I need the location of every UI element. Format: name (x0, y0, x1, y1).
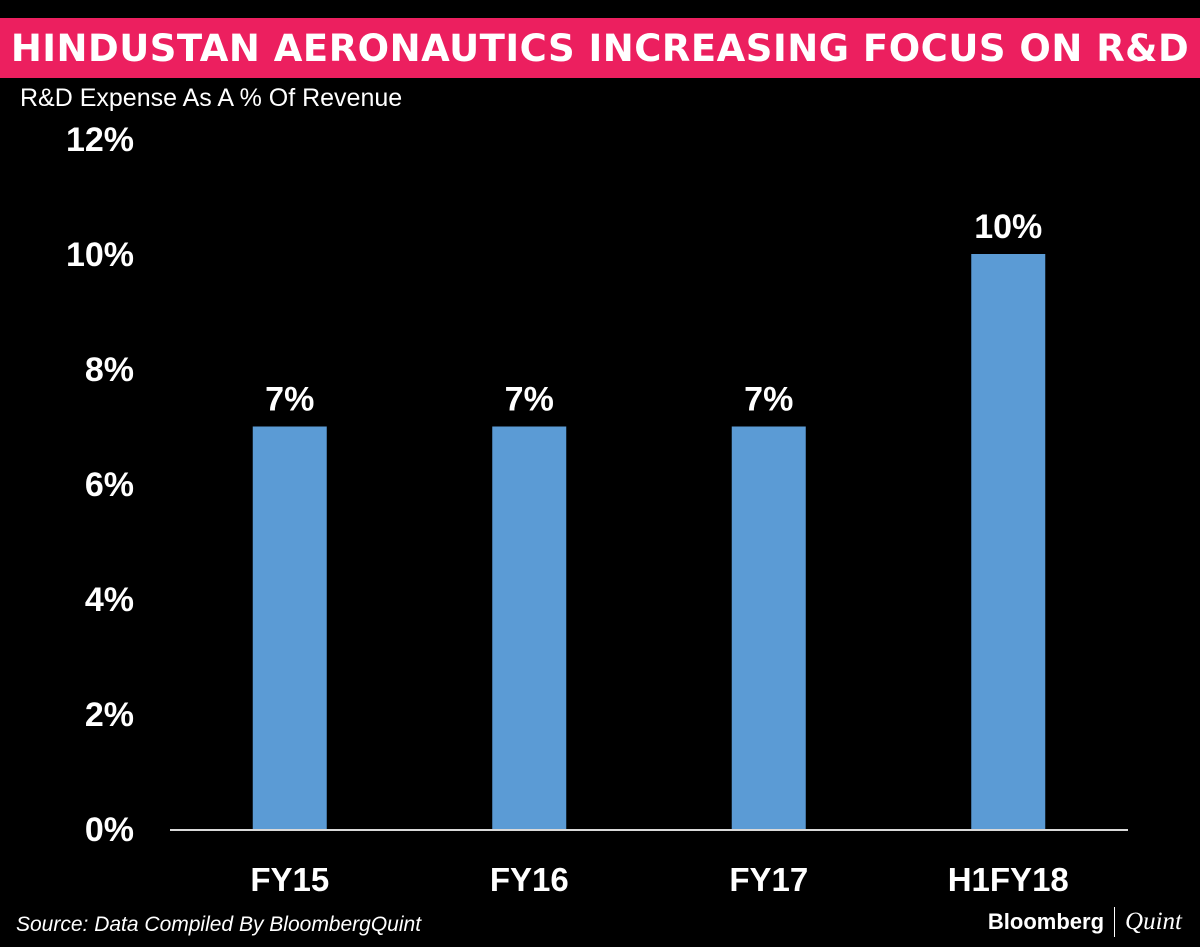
logo-sub-text: Quint (1125, 908, 1182, 935)
source-note: Source: Data Compiled By BloombergQuint (16, 913, 422, 936)
x-category-label: FY16 (490, 861, 569, 898)
bar-fy15 (252, 426, 327, 829)
y-tick-label: 0% (85, 811, 134, 849)
bar-fy16 (492, 426, 567, 829)
data-label-h1fy18: 10% (974, 208, 1042, 246)
y-tick-label: 10% (66, 236, 134, 274)
chart-title: HINDUSTAN AERONAUTICS INCREASING FOCUS O… (10, 26, 1190, 70)
bar-fy17 (731, 426, 806, 829)
y-tick-label: 6% (85, 466, 134, 504)
y-tick-label: 8% (85, 351, 134, 389)
logo-brand-text: Bloomberg (987, 909, 1105, 934)
y-tick-label: 12% (66, 121, 134, 159)
x-category-label: H1FY18 (948, 861, 1069, 898)
bar-h1fy18 (971, 254, 1046, 829)
logo-divider (1114, 907, 1116, 937)
x-category-label: FY17 (729, 861, 808, 898)
data-label-fy17: 7% (744, 381, 793, 419)
y-tick-label: 2% (85, 696, 134, 734)
data-label-fy16: 7% (505, 381, 554, 419)
y-tick-label: 4% (85, 581, 134, 619)
x-category-label: FY15 (250, 861, 329, 898)
bloombergquint-logo: Bloomberg Quint (988, 902, 1182, 942)
data-label-fy15: 7% (265, 381, 314, 419)
title-banner: HINDUSTAN AERONAUTICS INCREASING FOCUS O… (0, 18, 1200, 78)
chart-subtitle: R&D Expense As A % Of Revenue (20, 84, 403, 112)
